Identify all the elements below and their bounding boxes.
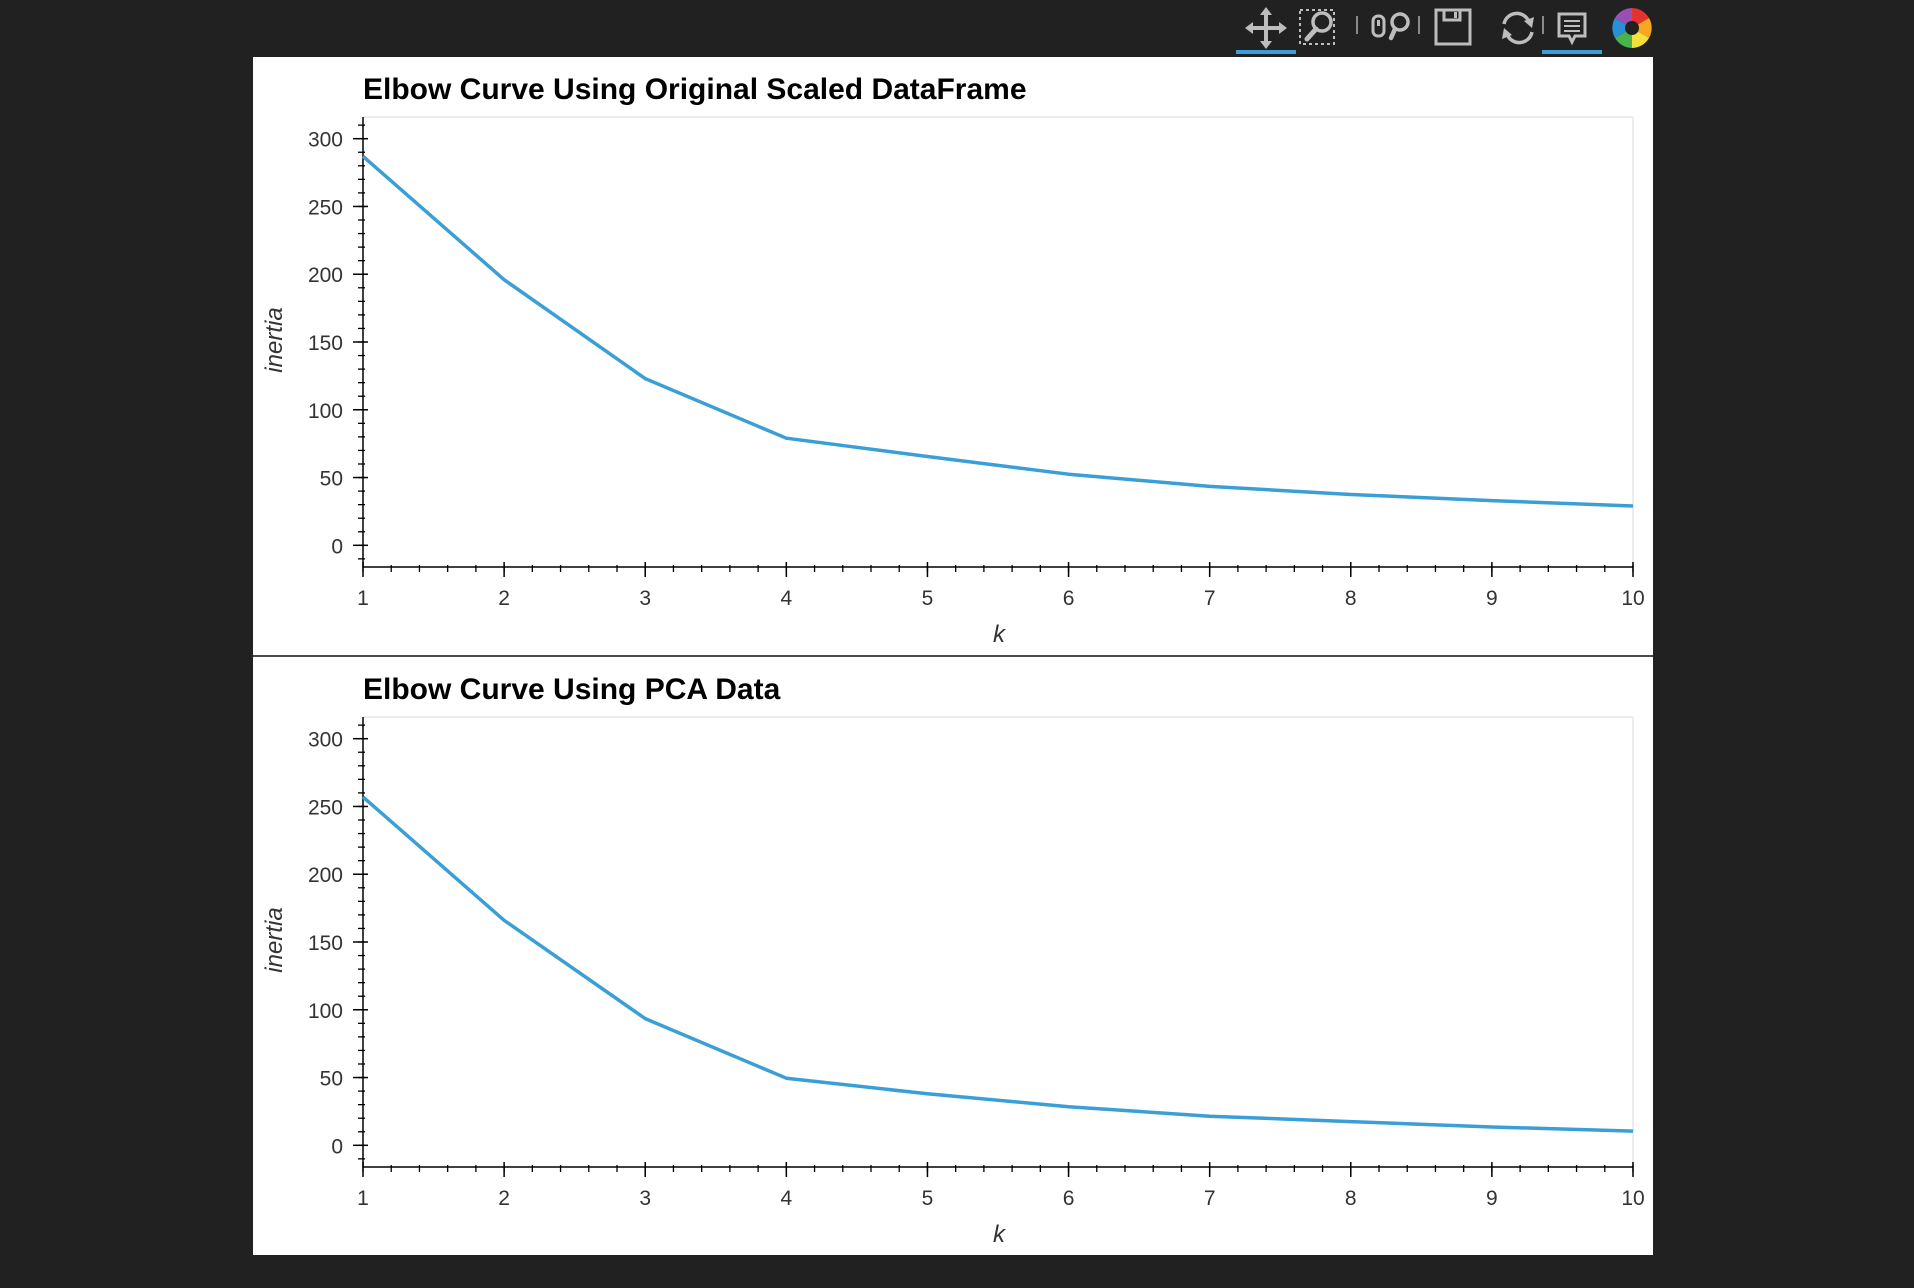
data-point[interactable] <box>498 274 510 286</box>
box-zoom-icon <box>1299 9 1335 45</box>
data-point[interactable] <box>1345 488 1357 500</box>
bokeh-logo-icon <box>1612 8 1652 48</box>
x-tick-label: 8 <box>1345 1187 1357 1210</box>
y-tick-label: 150 <box>308 332 343 355</box>
wheel-zoom-icon <box>1371 12 1410 41</box>
hover-tool[interactable] <box>1542 2 1602 54</box>
x-tick-label: 10 <box>1621 587 1644 610</box>
x-tick-label: 2 <box>498 1187 510 1210</box>
chart-title: Elbow Curve Using PCA Data <box>363 673 781 706</box>
data-point[interactable] <box>357 791 369 803</box>
pan-tool[interactable] <box>1236 2 1296 54</box>
data-point[interactable] <box>780 1072 792 1084</box>
data-point[interactable] <box>1486 1121 1498 1133</box>
elbow-chart-original[interactable]: Elbow Curve Using Original Scaled DataFr… <box>253 57 1653 655</box>
box-zoom-tool[interactable] <box>1292 2 1352 54</box>
pan-icon <box>1245 7 1287 49</box>
chart-title: Elbow Curve Using Original Scaled DataFr… <box>363 73 1027 106</box>
data-point[interactable] <box>1063 1101 1075 1113</box>
x-tick-label: 4 <box>780 587 792 610</box>
x-tick-label: 2 <box>498 587 510 610</box>
x-tick-label: 8 <box>1345 587 1357 610</box>
x-tick-label: 10 <box>1621 1187 1644 1210</box>
data-point[interactable] <box>1204 1110 1216 1122</box>
data-point[interactable] <box>1204 480 1216 492</box>
data-point[interactable] <box>1486 495 1498 507</box>
inertia-line[interactable] <box>361 795 1634 1133</box>
y-tick-label: 150 <box>308 932 343 955</box>
x-tick-label: 5 <box>922 1187 934 1210</box>
reset-icon <box>1502 11 1534 45</box>
data-point[interactable] <box>639 1013 651 1025</box>
toolbar-separator <box>1356 16 1358 34</box>
x-tick-label: 9 <box>1486 1187 1498 1210</box>
chart-svg: Elbow Curve Using PCA Data 0 50 100 150 200 2… <box>261 673 1645 1248</box>
x-tick-label: 3 <box>639 587 651 610</box>
data-point[interactable] <box>1627 500 1639 512</box>
x-tick-label: 7 <box>1204 1187 1216 1210</box>
y-tick-label: 0 <box>331 1135 343 1158</box>
x-tick-label: 6 <box>1063 587 1075 610</box>
save-icon <box>1434 8 1472 46</box>
y-tick-label: 300 <box>308 729 343 752</box>
x-tick-label: 4 <box>780 1187 792 1210</box>
y-tick-label: 250 <box>308 196 343 219</box>
inertia-line[interactable] <box>361 154 1634 508</box>
y-tick-label: 200 <box>308 264 343 287</box>
y-tick-label: 50 <box>320 1068 343 1091</box>
x-tick-label: 1 <box>357 1187 369 1210</box>
data-point[interactable] <box>921 451 933 463</box>
wheel-zoom-tool[interactable] <box>1364 2 1424 54</box>
x-axis-label: k <box>993 621 1007 648</box>
hover-icon <box>1557 12 1587 46</box>
x-tick-label: 1 <box>357 587 369 610</box>
reset-tool[interactable] <box>1488 2 1548 54</box>
save-tool[interactable] <box>1426 2 1486 54</box>
data-point[interactable] <box>1345 1116 1357 1128</box>
elbow-chart-pca[interactable]: Elbow Curve Using PCA Data 0 50 100 150 200 2… <box>253 657 1653 1255</box>
y-tick-label: 100 <box>308 1000 343 1023</box>
plot-panel: Elbow Curve Using Original Scaled DataFr… <box>253 57 1653 1255</box>
data-point[interactable] <box>498 914 510 926</box>
y-tick-label: 250 <box>308 796 343 819</box>
y-tick-label: 100 <box>308 400 343 423</box>
data-point[interactable] <box>780 432 792 444</box>
toolbar-separator <box>1418 16 1420 34</box>
x-tick-label: 3 <box>639 1187 651 1210</box>
x-axis-label: k <box>993 1221 1007 1248</box>
x-tick-label: 6 <box>1063 1187 1075 1210</box>
plot-divider <box>253 655 1653 657</box>
y-axis-label: inertia <box>261 907 288 972</box>
x-tick-label: 9 <box>1486 587 1498 610</box>
data-point[interactable] <box>357 150 369 162</box>
toolbar-separator <box>1542 16 1544 34</box>
plot-toolbar <box>1232 0 1662 56</box>
y-tick-label: 300 <box>308 129 343 152</box>
x-tick-label: 5 <box>922 587 934 610</box>
y-tick-label: 200 <box>308 864 343 887</box>
data-point[interactable] <box>1627 1125 1639 1137</box>
data-point[interactable] <box>1063 468 1075 480</box>
y-axis-label: inertia <box>261 307 288 372</box>
chart-svg: Elbow Curve Using Original Scaled DataFr… <box>261 73 1645 648</box>
x-tick-label: 7 <box>1204 587 1216 610</box>
data-point[interactable] <box>639 373 651 385</box>
y-tick-label: 50 <box>320 468 343 491</box>
data-point[interactable] <box>921 1088 933 1100</box>
bokeh-logo[interactable] <box>1602 2 1662 54</box>
y-tick-label: 0 <box>331 535 343 558</box>
